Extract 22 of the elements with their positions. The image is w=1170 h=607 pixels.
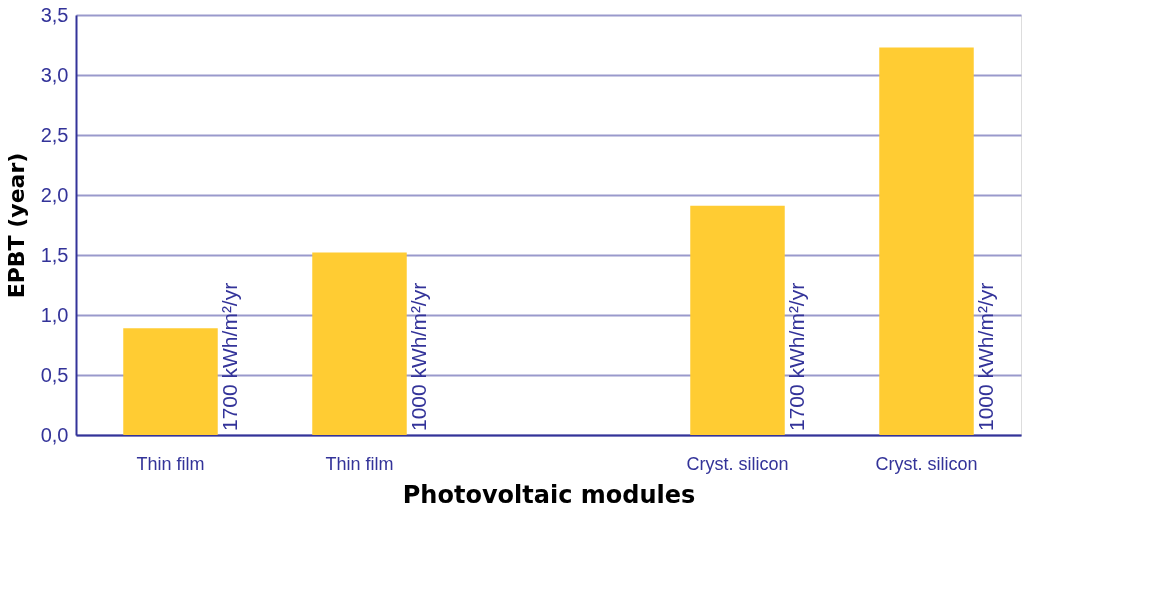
y-tick-label: 1,5 (40, 243, 69, 266)
y-tick-label: 0,0 (40, 423, 69, 446)
bar (312, 252, 407, 435)
y-tick-label: 3,5 (40, 3, 69, 26)
bar (123, 328, 218, 435)
y-tick-label: 2,5 (40, 123, 69, 146)
annotation: 1000 kWh/m²/yr (406, 282, 430, 431)
y-tick-label: 0,5 (40, 363, 69, 386)
annotation: 1700 kWh/m²/yr (784, 282, 808, 431)
y-axis-title: EPBT (year) (3, 152, 29, 299)
x-tick-label: Thin film (325, 453, 394, 474)
y-tick-label: 3,0 (40, 63, 69, 86)
x-axis-title: Photovoltaic modules (402, 480, 696, 509)
x-tick-label: Cryst. silicon (875, 453, 978, 474)
x-tick-label: Cryst. silicon (686, 453, 789, 474)
bar (879, 47, 974, 435)
bar (690, 205, 785, 435)
annotation: 1700 kWh/m²/yr (217, 282, 241, 431)
annotation: 1000 kWh/m²/yr (973, 282, 997, 431)
x-tick-label: Thin film (136, 453, 205, 474)
y-tick-label: 2,0 (40, 183, 69, 206)
y-tick-label: 1,0 (40, 303, 69, 326)
